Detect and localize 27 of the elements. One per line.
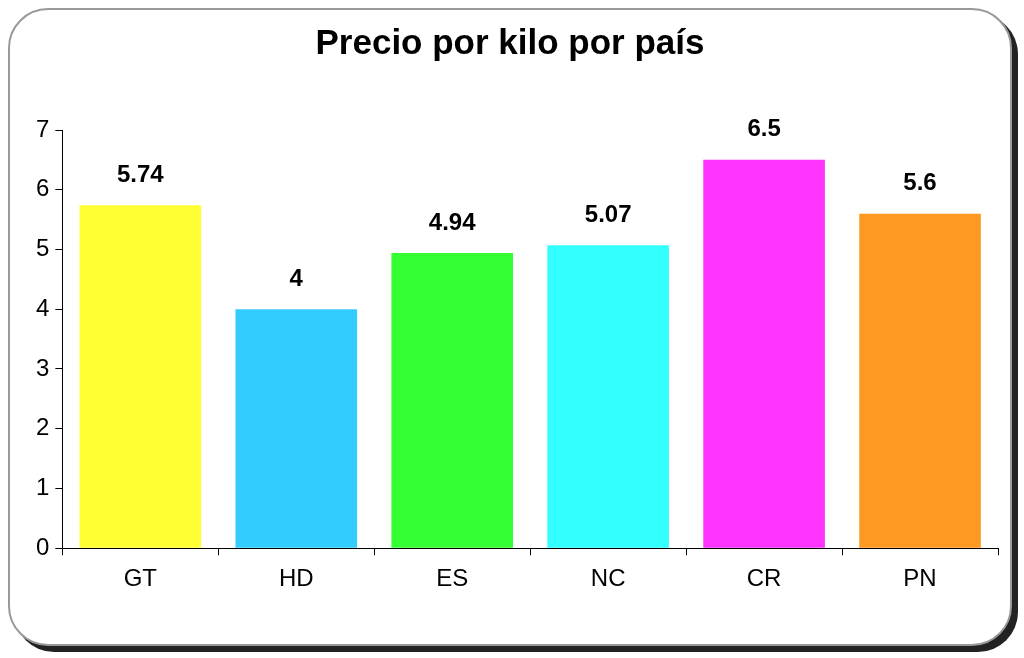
bar <box>79 205 202 548</box>
x-tick-label: PN <box>903 564 937 592</box>
data-label: 4.94 <box>428 207 477 235</box>
data-label: 5.6 <box>903 168 937 196</box>
y-tick-label: 6 <box>35 174 50 202</box>
y-tick-label: 0 <box>35 532 50 560</box>
y-tick-label: 7 <box>35 114 50 142</box>
chart-title: Precio por kilo por país <box>314 22 706 62</box>
bar <box>235 309 358 548</box>
y-tick-label: 4 <box>35 293 50 321</box>
bar <box>859 213 981 548</box>
x-tick-label: ES <box>436 564 469 592</box>
y-tick-label: 2 <box>35 413 50 441</box>
data-label: 5.74 <box>116 159 165 187</box>
x-tick-label: HD <box>278 564 314 592</box>
x-tick-label: CR <box>746 564 782 592</box>
y-tick-label: 5 <box>35 234 50 262</box>
x-tick-label: GT <box>123 564 158 592</box>
y-tick-label: 1 <box>35 473 50 501</box>
data-label: 5.07 <box>584 199 632 227</box>
bar <box>391 253 514 548</box>
x-tick-label: NC <box>590 564 626 592</box>
data-label: 4 <box>289 263 304 291</box>
bar <box>703 159 825 548</box>
bar <box>547 245 669 548</box>
data-label: 6.5 <box>747 114 781 142</box>
y-tick-label: 3 <box>35 353 50 381</box>
